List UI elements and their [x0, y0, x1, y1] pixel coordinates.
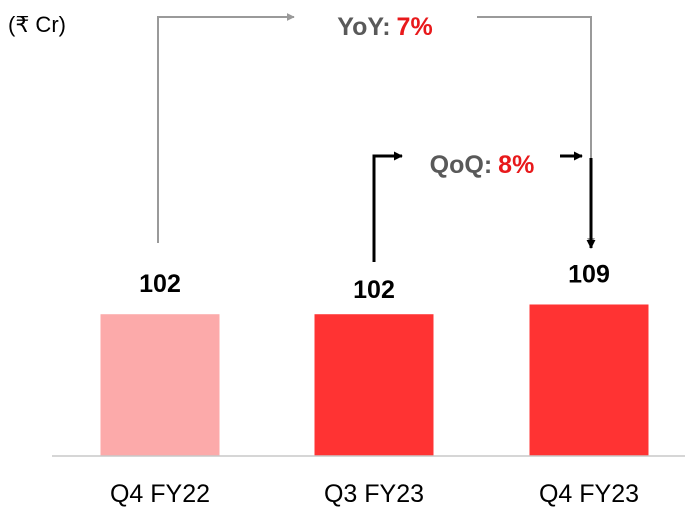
yoy-value: 7% [397, 13, 433, 41]
qoq-arrow-left [372, 151, 403, 262]
bar-q4-fy22 [100, 314, 220, 456]
category-label: Q4 FY23 [539, 480, 639, 508]
bar-q4-fy23 [529, 304, 649, 456]
value-label: 102 [139, 270, 181, 298]
qoq-label: QoQ: [430, 151, 493, 179]
bar-q3-fy23 [314, 314, 434, 456]
yoy-arrow-left [157, 13, 295, 243]
category-label: Q3 FY23 [324, 480, 424, 508]
yoy-arrow-right [477, 16, 595, 246]
value-label: 102 [353, 276, 395, 304]
value-label: 109 [568, 260, 610, 288]
yoy-label: YoY: [337, 13, 390, 41]
yoy-annotation: YoY: 7% [337, 13, 432, 41]
bars-group: 102 Q4 FY22 102 Q3 FY23 109 Q4 FY23 [100, 260, 649, 508]
qoq-annotation: QoQ: 8% [430, 151, 535, 179]
qoq-value: 8% [498, 151, 534, 179]
category-label: Q4 FY22 [110, 480, 210, 508]
unit-label: (₹ Cr) [8, 12, 66, 37]
